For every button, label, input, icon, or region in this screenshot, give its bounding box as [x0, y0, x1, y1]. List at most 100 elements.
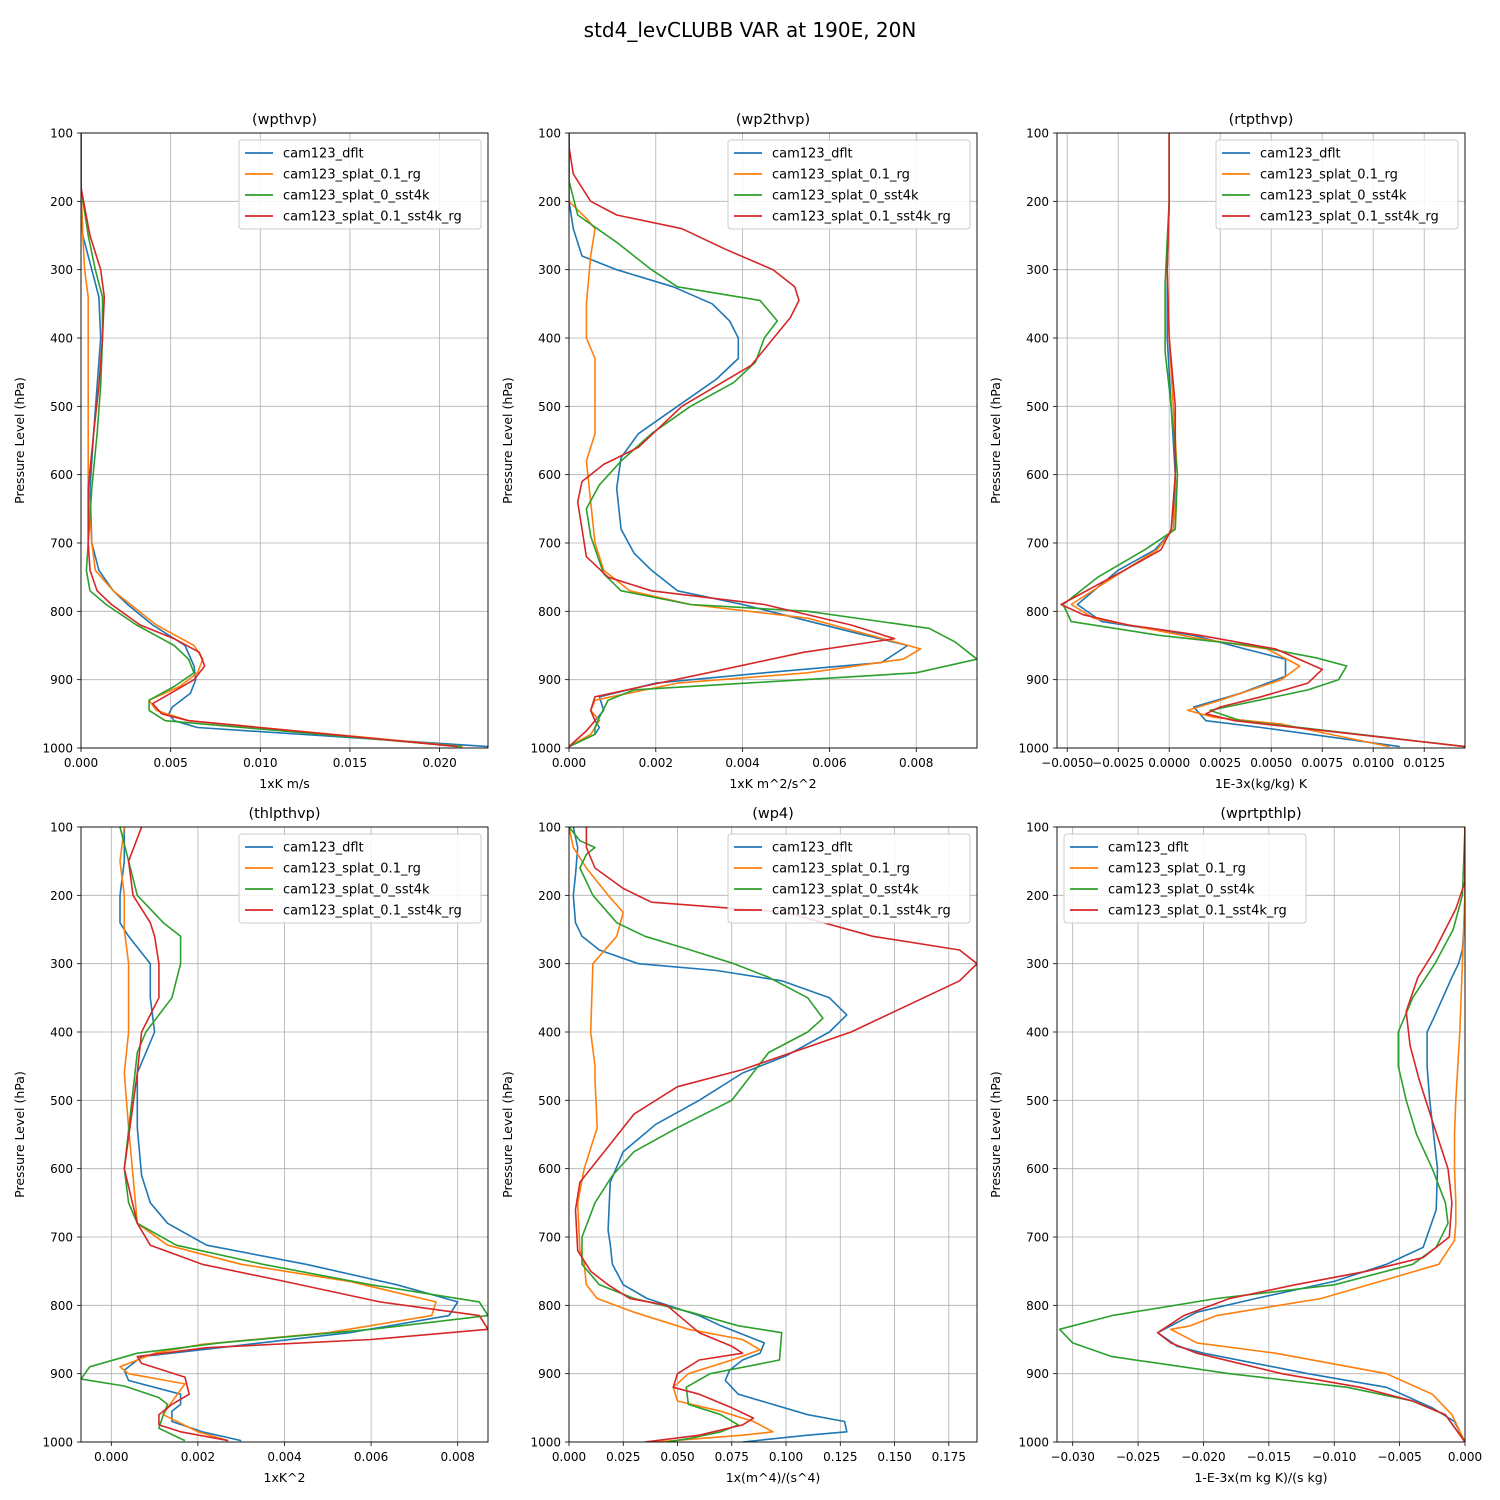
legend: cam123_dflt cam123_splat_0.1_rg cam123_spl… — [238, 833, 482, 924]
x-tick-label: −0.0050 — [1041, 756, 1093, 770]
x-tick-label: 0.004 — [725, 756, 759, 770]
y-tick-label: 900 — [1026, 673, 1049, 687]
x-axis-label: 1x(m^4)/(s^4) — [726, 1470, 821, 1485]
y-tick-label: 600 — [50, 1162, 73, 1176]
legend: cam123_dflt cam123_splat_0.1_rg cam123_spl… — [1063, 833, 1307, 924]
y-tick-label: 400 — [50, 1026, 73, 1040]
x-tick-label: 0.0075 — [1301, 756, 1343, 770]
legend-label: cam123_splat_0_sst4k — [283, 883, 430, 898]
series-line-cam123_dflt — [569, 133, 909, 748]
y-tick-label: 1000 — [1018, 1436, 1049, 1450]
y-tick-label: 800 — [1026, 605, 1049, 619]
chart-title: (wp4) — [752, 806, 794, 822]
legend-label: cam123_dflt — [772, 147, 853, 162]
series-line-cam123_splat_0.1_rg — [569, 827, 774, 1442]
x-tick-label: −0.020 — [1181, 1450, 1225, 1464]
x-tick-label: 0.000 — [94, 1450, 128, 1464]
x-tick-label: 0.002 — [639, 756, 673, 770]
legend-label: cam123_dflt — [283, 841, 364, 856]
y-axis-label: Pressure Level (hPa) — [12, 1071, 27, 1198]
x-axis-label: 1xK^2 — [264, 1470, 306, 1485]
x-tick-label: 0.075 — [715, 1450, 749, 1464]
y-tick-label: 800 — [50, 605, 73, 619]
legend-label: cam123_splat_0.1_sst4k_rg — [1108, 904, 1287, 919]
plot-frame — [80, 132, 489, 749]
y-tick-label: 500 — [1026, 400, 1049, 414]
y-tick-label: 800 — [50, 1299, 73, 1313]
y-tick-label: 500 — [50, 1094, 73, 1108]
y-tick-label: 900 — [538, 673, 561, 687]
plot-frame — [568, 826, 978, 1443]
legend: cam123_dflt cam123_splat_0.1_rg cam123_spl… — [727, 139, 971, 230]
x-tick-label: 0.000 — [552, 756, 586, 770]
y-tick-label: 300 — [1026, 263, 1049, 277]
y-tick-label: 700 — [538, 537, 561, 551]
y-tick-label: 500 — [538, 1094, 561, 1108]
series-line-cam123_dflt — [1156, 827, 1465, 1442]
series-line-cam123_splat_0.1_rg — [1170, 827, 1465, 1442]
x-tick-label: 0.010 — [243, 756, 277, 770]
x-tick-label: 0.0050 — [1250, 756, 1292, 770]
chart-panel-5: 0.000 0.025 0.050 0.075 0.100 0.125 0.150 0.175… — [500, 806, 978, 1485]
y-axis-label: Pressure Level (hPa) — [988, 377, 1003, 504]
x-tick-label: 0.0100 — [1352, 756, 1394, 770]
y-tick-label: 200 — [50, 889, 73, 903]
y-tick-label: 400 — [538, 1026, 561, 1040]
y-tick-label: 300 — [50, 957, 73, 971]
y-tick-label: 1000 — [530, 742, 561, 756]
y-tick-label: 300 — [1026, 957, 1049, 971]
y-tick-label: 900 — [538, 1367, 561, 1381]
y-tick-label: 1000 — [42, 742, 73, 756]
y-tick-label: 900 — [1026, 1367, 1049, 1381]
y-tick-label: 400 — [538, 332, 561, 346]
x-tick-label: −0.005 — [1377, 1450, 1421, 1464]
legend-label: cam123_splat_0.1_rg — [1260, 168, 1398, 183]
chart-panel-2: 0.000 0.002 0.004 0.006 0.008 100 200 300 400 500… — [500, 112, 978, 791]
x-tick-label: 0.015 — [333, 756, 367, 770]
y-tick-label: 300 — [50, 263, 73, 277]
x-tick-label: 0.000 — [552, 1450, 586, 1464]
x-tick-label: 0.025 — [606, 1450, 640, 1464]
legend-box — [238, 139, 482, 230]
y-tick-label: 900 — [50, 1367, 73, 1381]
series-line-cam123_splat_0.1_sst4k_rg — [81, 133, 458, 748]
y-tick-label: 600 — [1026, 468, 1049, 482]
x-tick-label: 0.0125 — [1403, 756, 1445, 770]
y-tick-label: 900 — [50, 673, 73, 687]
y-tick-label: 500 — [538, 400, 561, 414]
series-line-cam123_splat_0.1_sst4k_rg — [574, 827, 977, 1442]
y-axis-label: Pressure Level (hPa) — [12, 377, 27, 504]
x-tick-label: 0.0000 — [1148, 756, 1190, 770]
y-tick-label: 600 — [538, 1162, 561, 1176]
plot-frame — [1056, 132, 1466, 749]
chart-panel-3: −0.0050−0.0025 0.0000 0.0025 0.0050 0.0075 0.… — [988, 112, 1466, 791]
y-tick-label: 100 — [1026, 821, 1049, 835]
series-line-cam123_splat_0.1_sst4k_rg — [123, 827, 488, 1442]
chart-title: (wpthvp) — [252, 112, 317, 128]
x-axis-label: 1-E-3x(m kg K)/(s kg) — [1194, 1470, 1327, 1485]
y-tick-label: 300 — [538, 263, 561, 277]
y-tick-label: 400 — [1026, 332, 1049, 346]
x-axis-label: 1xK m^2/s^2 — [729, 776, 816, 791]
x-tick-label: 0.005 — [153, 756, 187, 770]
plot-frame — [568, 132, 978, 749]
legend-box — [238, 833, 482, 924]
legend-box — [1215, 139, 1459, 230]
chart-panel-4: 0.000 0.002 0.004 0.006 0.008 100 200 300 400 500… — [12, 806, 489, 1485]
x-tick-label: 0.020 — [422, 756, 456, 770]
series-line-cam123_splat_0_sst4k — [569, 133, 977, 748]
series-line-cam123_splat_0_sst4k — [81, 133, 462, 748]
chart-title: (thlpthvp) — [248, 806, 320, 822]
y-tick-label: 800 — [538, 605, 561, 619]
legend: cam123_dflt cam123_splat_0.1_rg cam123_spl… — [238, 139, 482, 230]
x-tick-label: 0.002 — [181, 1450, 215, 1464]
chart-title: (wprtpthlp) — [1220, 806, 1301, 822]
x-tick-label: 0.008 — [441, 1450, 475, 1464]
y-tick-label: 100 — [1026, 127, 1049, 141]
x-tick-label: 0.125 — [823, 1450, 857, 1464]
legend: cam123_dflt cam123_splat_0.1_rg cam123_spl… — [727, 833, 971, 924]
legend-label: cam123_splat_0_sst4k — [772, 883, 919, 898]
y-tick-label: 1000 — [530, 1436, 561, 1450]
legend-label: cam123_splat_0.1_rg — [772, 862, 910, 877]
y-tick-label: 100 — [50, 127, 73, 141]
